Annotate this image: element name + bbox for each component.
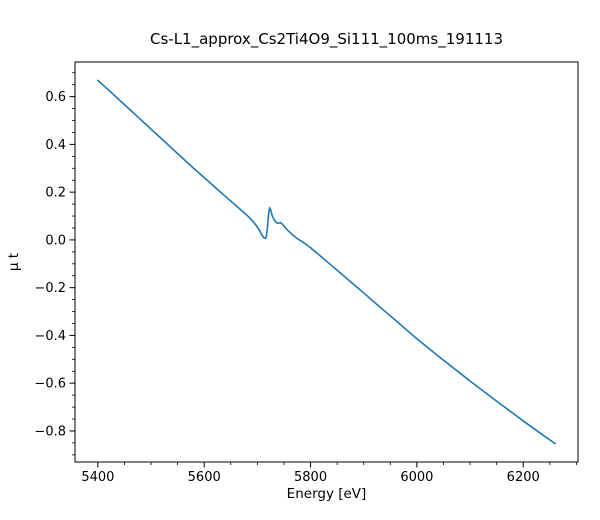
axes-spines bbox=[74, 61, 579, 463]
y-tick-label: −0.8 bbox=[34, 424, 66, 439]
y-tick-label: −0.6 bbox=[34, 377, 66, 392]
x-tick-label: 5600 bbox=[188, 470, 221, 485]
data-line-mu-t bbox=[97, 79, 556, 445]
y-tick-label: 0.2 bbox=[45, 186, 66, 201]
y-tick-label: −0.4 bbox=[34, 329, 66, 344]
x-axis-label: Energy [eV] bbox=[286, 486, 367, 502]
y-tick-label: −0.2 bbox=[34, 281, 66, 296]
y-tick-label: 0.6 bbox=[45, 90, 66, 105]
y-tick-label: 0.0 bbox=[45, 233, 66, 248]
chart-title: Cs-L1_approx_Cs2Ti4O9_Si111_100ms_191113 bbox=[150, 30, 503, 48]
x-tick-label: 5800 bbox=[294, 470, 327, 485]
x-tick-label: 6000 bbox=[400, 470, 433, 485]
x-tick-label: 6200 bbox=[507, 470, 540, 485]
x-tick-label: 5400 bbox=[81, 470, 114, 485]
y-tick-label: 0.4 bbox=[45, 138, 66, 153]
